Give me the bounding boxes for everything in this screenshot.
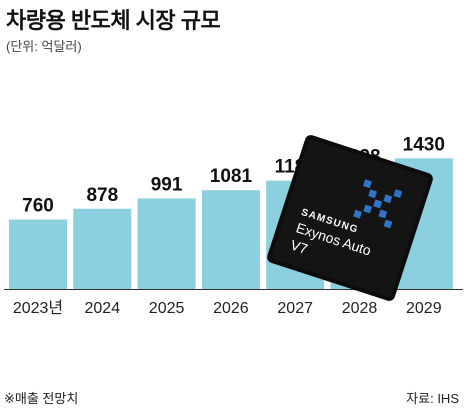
logo-dot xyxy=(363,179,372,189)
x-tick-label: 2027 xyxy=(277,300,313,317)
logo-dot xyxy=(383,219,393,229)
source-label: 자료: IHS xyxy=(406,391,459,406)
forecast-note: ※매출 전망치 xyxy=(4,391,79,406)
logo-dot xyxy=(363,204,373,214)
logo-dot xyxy=(393,189,403,199)
bar-2023년 xyxy=(9,219,67,289)
bar-2025 xyxy=(137,198,196,289)
chart-title: 차량용 반도체 시장 규모 xyxy=(6,8,221,33)
logo-dot xyxy=(378,209,388,219)
value-label: 760 xyxy=(22,196,54,217)
bar-2026 xyxy=(201,190,260,289)
chip-model-version: V7 xyxy=(289,236,310,257)
exynos-x-logo-icon xyxy=(353,179,403,229)
x-tick-label: 2025 xyxy=(149,300,185,317)
logo-dot xyxy=(383,194,393,204)
bar-2024 xyxy=(73,208,132,289)
x-tick-label: 2028 xyxy=(342,300,378,317)
logo-dot xyxy=(353,209,362,219)
value-label: 878 xyxy=(86,185,118,206)
chip-body xyxy=(271,139,429,297)
value-label: 991 xyxy=(151,174,183,195)
exynos-auto-chip-image: SAMSUNG Exynos Auto V7 xyxy=(267,135,433,301)
value-labels-group: 7608789911081118612981430 xyxy=(22,134,445,216)
value-label: 1081 xyxy=(210,166,253,187)
logo-dot xyxy=(368,189,377,199)
x-tick-label: 2029 xyxy=(406,300,442,317)
x-tick-label: 2023년 xyxy=(13,299,63,317)
x-tick-label: 2024 xyxy=(85,300,121,317)
value-label: 1430 xyxy=(403,134,445,155)
x-tick-label: 2026 xyxy=(213,300,249,317)
x-tick-labels-group: 2023년 2024 2025 2026 2027 2028 2029 xyxy=(13,299,442,317)
logo-dot xyxy=(373,199,383,209)
unit-label: (단위: 억달러) xyxy=(6,39,82,54)
